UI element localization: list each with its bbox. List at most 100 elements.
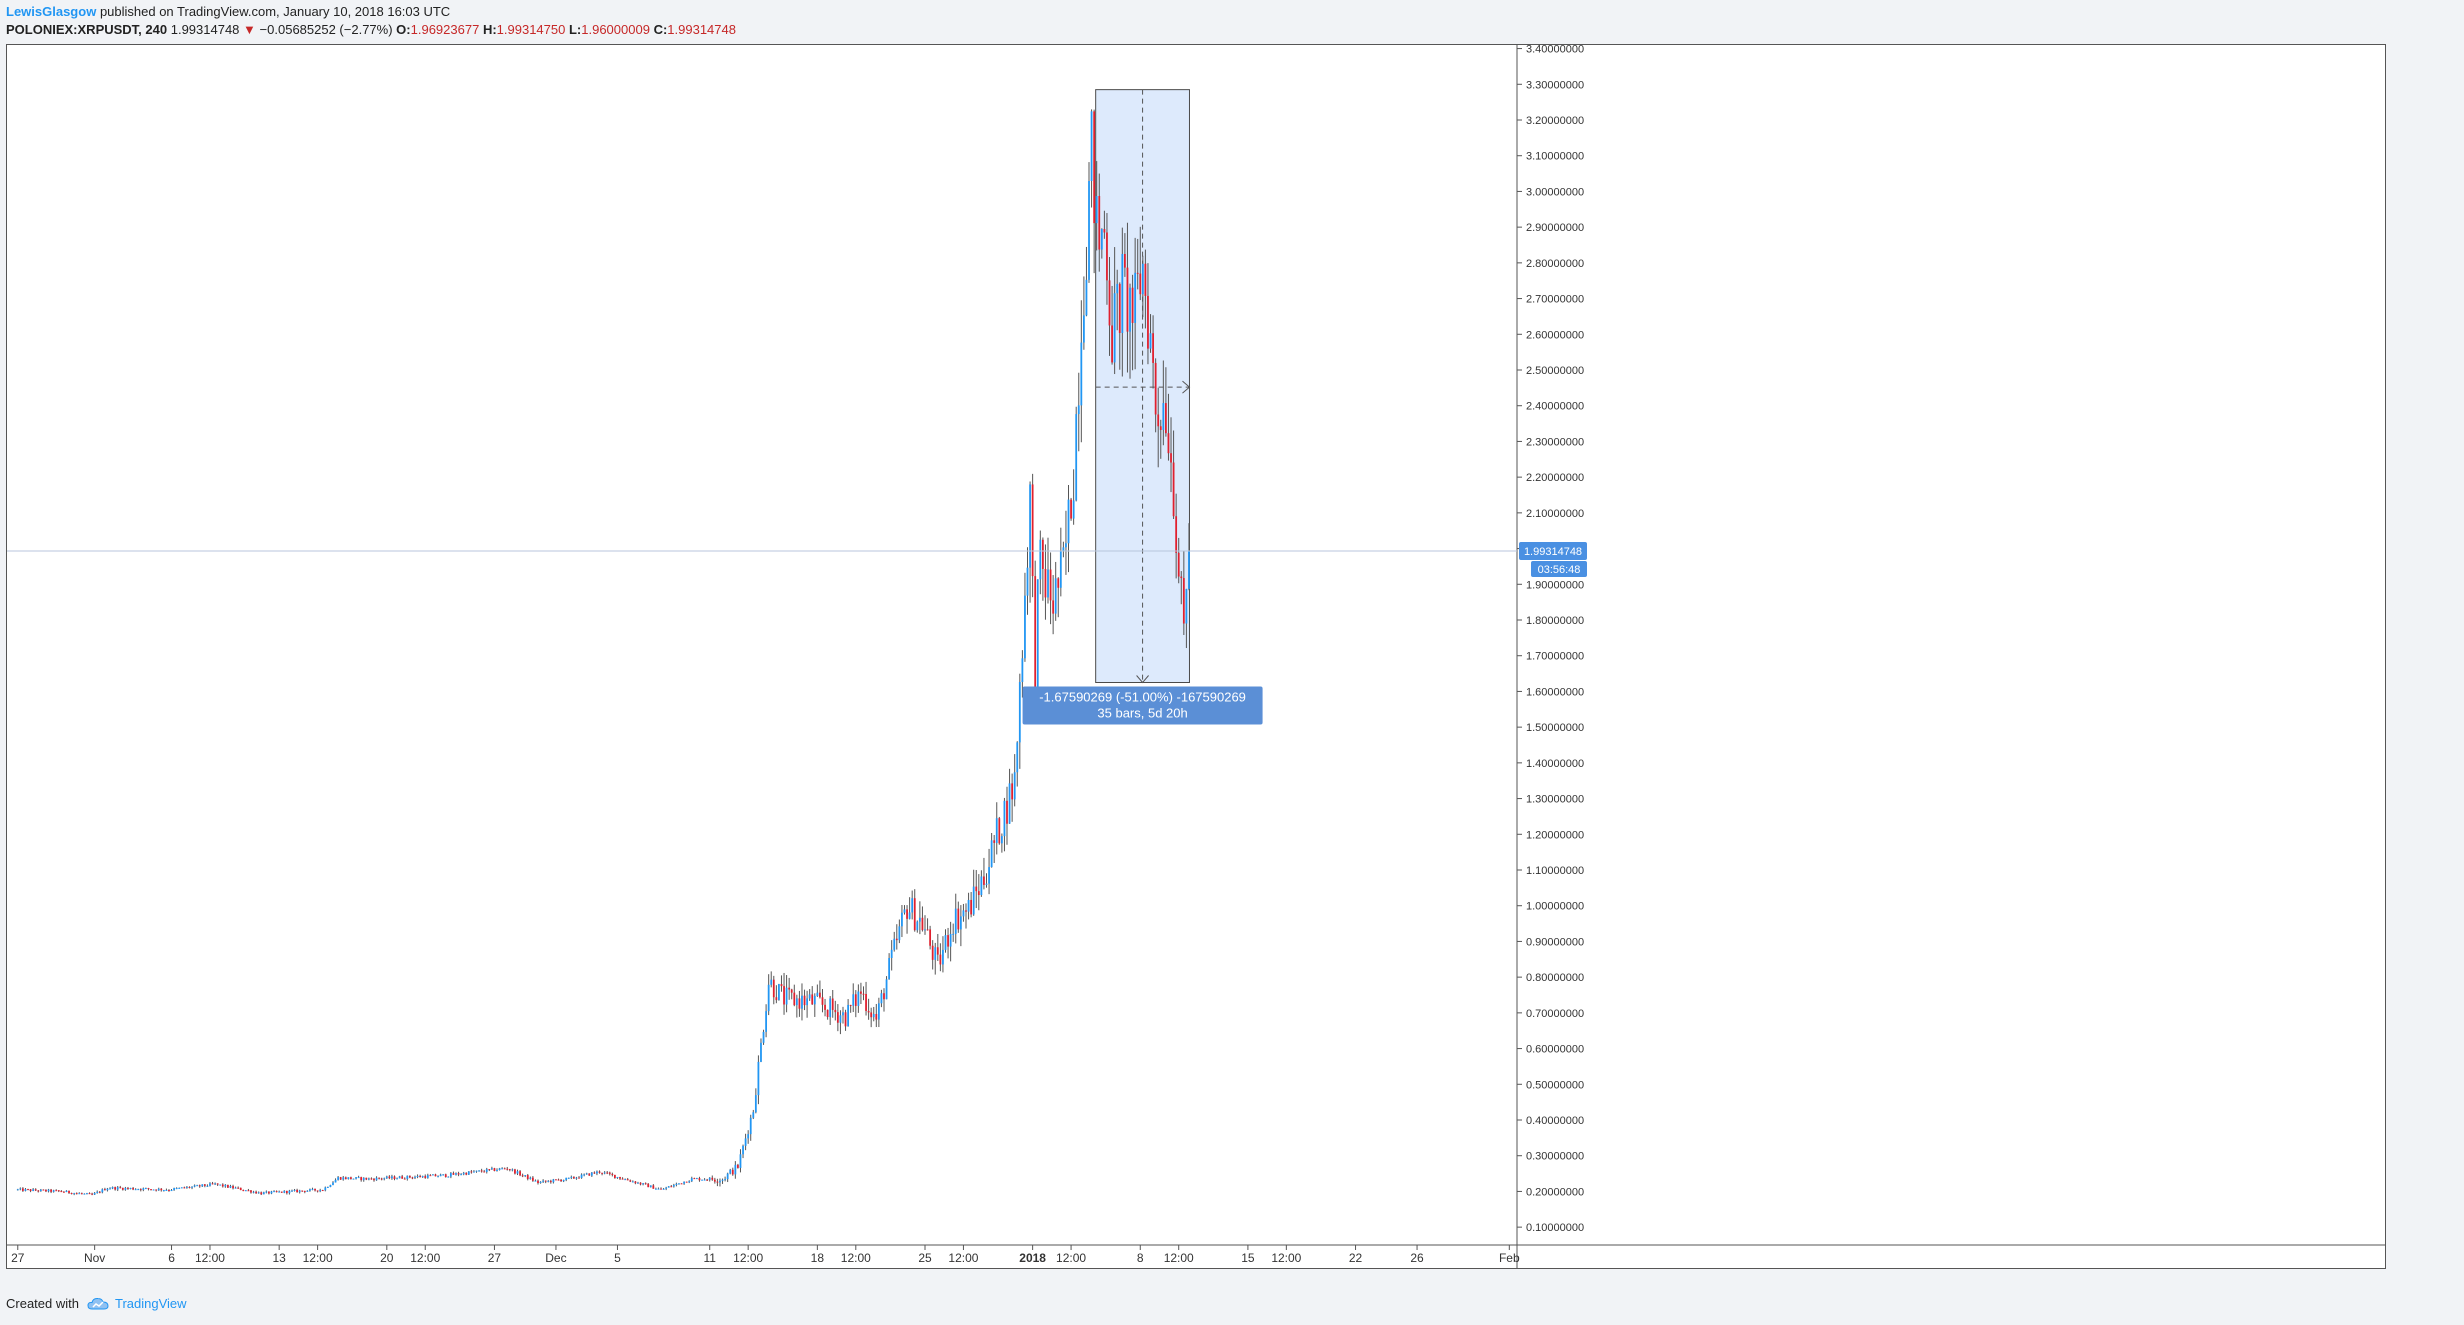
candle — [590, 1172, 593, 1177]
candle — [83, 1193, 86, 1195]
candle-body — [119, 1187, 122, 1189]
candle-body — [931, 945, 934, 960]
candle-body — [719, 1180, 721, 1183]
candle — [619, 1176, 621, 1181]
time-tick-label: 12:00 — [841, 1251, 871, 1265]
candle-body — [1144, 263, 1147, 296]
candle-body — [724, 1179, 726, 1181]
candle — [180, 1187, 183, 1189]
candle-body — [619, 1177, 621, 1179]
candle-body — [729, 1169, 732, 1174]
candle-body — [1067, 499, 1070, 544]
candle — [952, 923, 955, 942]
candle — [411, 1176, 414, 1180]
candle-body — [398, 1176, 401, 1179]
price-tick-label: 2.90000000 — [1526, 222, 1584, 234]
candle — [808, 989, 811, 1001]
candle-body — [250, 1190, 252, 1193]
candle — [703, 1178, 706, 1181]
price-tick-label: 1.10000000 — [1526, 865, 1584, 877]
candle-body — [778, 984, 780, 1001]
candle-body — [616, 1177, 619, 1179]
candle-body — [132, 1187, 134, 1190]
time-tick-label: 15 — [1241, 1251, 1255, 1265]
candle — [649, 1185, 652, 1188]
candle-body — [531, 1177, 534, 1181]
candle — [416, 1174, 419, 1179]
candle-body — [480, 1170, 483, 1172]
tradingview-link[interactable]: TradingView — [114, 1296, 187, 1311]
candle — [398, 1175, 401, 1179]
candle-body — [621, 1178, 624, 1180]
price-axis[interactable]: 3.40000000 3.30000000 3.20000000 3.10000000… — [1516, 45, 1584, 1268]
candle-body — [767, 984, 770, 1012]
measure-tool[interactable] — [1095, 89, 1191, 684]
candle — [531, 1176, 534, 1182]
candle-body — [88, 1193, 91, 1195]
candle — [1072, 469, 1075, 525]
candle-body — [19, 1188, 22, 1190]
candle-body — [839, 1015, 842, 1023]
candle — [1008, 768, 1011, 824]
candle-body — [1044, 568, 1047, 598]
candle-body — [173, 1188, 175, 1191]
candle — [352, 1178, 355, 1180]
candle — [104, 1187, 106, 1191]
candle — [227, 1184, 229, 1189]
candle-body — [557, 1179, 560, 1181]
candle — [247, 1188, 250, 1192]
candle-body — [1152, 333, 1154, 363]
candle-body — [911, 898, 914, 913]
time-tick-label: 12:00 — [195, 1251, 225, 1265]
price-tick-label: 1.50000000 — [1526, 722, 1584, 734]
candle-body — [652, 1185, 655, 1189]
chart-frame[interactable]: 3.40000000 3.30000000 3.20000000 3.10000000… — [6, 44, 2386, 1269]
candle-body — [693, 1178, 696, 1180]
candle — [309, 1188, 311, 1192]
candle — [624, 1178, 627, 1181]
candle-body — [613, 1174, 616, 1178]
candle — [344, 1176, 347, 1180]
candle — [906, 905, 908, 934]
candle-body — [455, 1173, 457, 1175]
price-change: −0.05685252 (−2.77%) — [259, 22, 393, 37]
candle — [954, 893, 957, 944]
candle-body — [86, 1193, 88, 1195]
measure-label-bars: 35 bars, 5d 20h — [1097, 706, 1187, 721]
candle-body — [1123, 253, 1126, 268]
candle-body — [747, 1134, 750, 1139]
last-price-tag-label: 1.99314748 — [1524, 546, 1582, 558]
candle — [601, 1172, 603, 1176]
candle — [521, 1173, 524, 1178]
candle-body — [655, 1188, 657, 1190]
candle-body — [1106, 232, 1108, 281]
time-axis[interactable]: 27 Nov 6 12:00 13 12:00 20 12:00 27 Dec 5 11 12:00 18… — [7, 1244, 2385, 1265]
candle-body — [196, 1185, 199, 1187]
candle-body — [537, 1180, 539, 1183]
candle — [775, 985, 778, 1004]
candle-body — [642, 1183, 644, 1185]
candle-body — [590, 1172, 593, 1176]
candle — [391, 1174, 393, 1180]
candle — [865, 981, 867, 1016]
candle-body — [385, 1176, 388, 1179]
candle-body — [1021, 658, 1024, 683]
candle — [567, 1177, 570, 1179]
price-tick-label: 2.50000000 — [1526, 365, 1584, 377]
candle-body — [831, 998, 834, 1010]
candle — [634, 1181, 637, 1185]
candle — [373, 1177, 375, 1182]
candle — [1139, 226, 1142, 301]
candle-body — [888, 958, 891, 980]
candle — [124, 1186, 127, 1191]
candle — [621, 1177, 624, 1180]
candle-body — [575, 1177, 578, 1179]
candle — [1152, 315, 1154, 389]
low-label: L: — [568, 22, 582, 37]
candle-body — [598, 1171, 601, 1173]
candlestick-chart[interactable]: 3.40000000 3.30000000 3.20000000 3.10000000… — [7, 45, 2385, 1268]
author-link[interactable]: LewisGlasgow — [6, 4, 97, 19]
candle — [688, 1180, 691, 1184]
candle — [844, 1009, 847, 1031]
candle — [662, 1187, 665, 1190]
